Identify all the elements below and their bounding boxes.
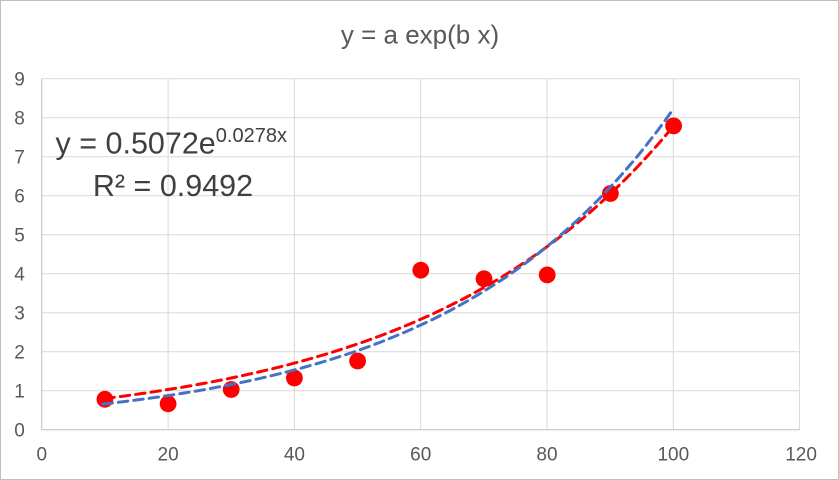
svg-text:R² = 0.9492: R² = 0.9492 [93, 169, 253, 203]
svg-text:7: 7 [14, 147, 25, 168]
svg-text:6: 6 [14, 186, 25, 207]
svg-text:80: 80 [536, 445, 557, 466]
svg-text:100: 100 [657, 445, 689, 466]
svg-text:y = a exp(b x): y = a exp(b x) [341, 20, 499, 50]
svg-text:120: 120 [785, 445, 817, 466]
svg-text:5: 5 [14, 225, 25, 246]
svg-text:8: 8 [14, 108, 25, 129]
svg-text:60: 60 [410, 445, 431, 466]
svg-text:1: 1 [14, 381, 25, 402]
svg-text:3: 3 [14, 303, 25, 324]
svg-text:0: 0 [37, 445, 48, 466]
svg-text:9: 9 [14, 69, 25, 90]
svg-text:4: 4 [14, 264, 25, 285]
svg-text:2: 2 [14, 342, 25, 363]
svg-text:0: 0 [14, 420, 25, 441]
svg-text:40: 40 [284, 445, 305, 466]
svg-text:20: 20 [158, 445, 179, 466]
